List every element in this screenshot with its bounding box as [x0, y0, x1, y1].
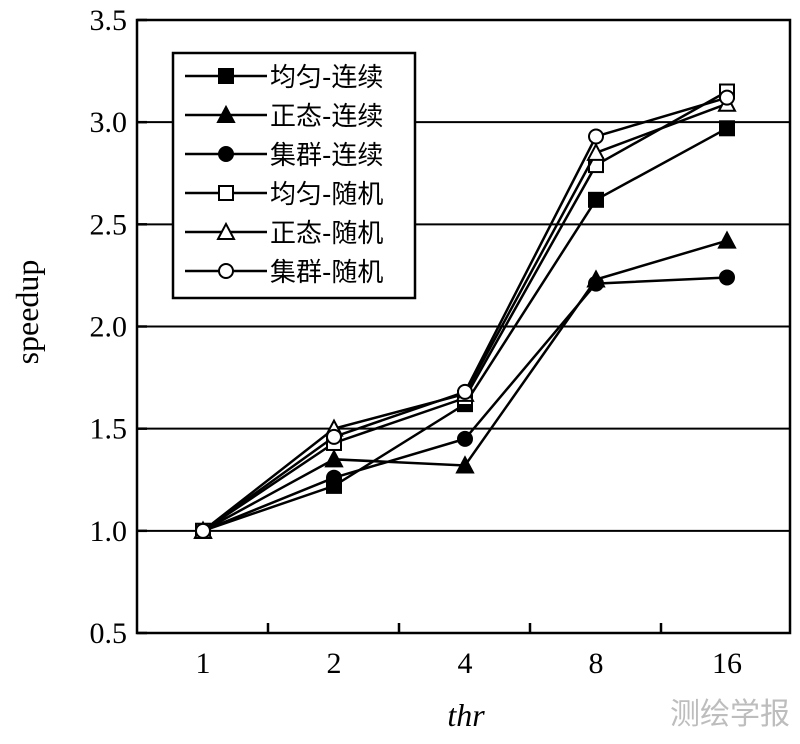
series-6-point-3: [457, 383, 473, 400]
legend-marker-1: [218, 68, 234, 84]
y-axis-ticks: 0.5 1.0 1.5 2.0 2.5 3.0 3.5: [90, 4, 147, 650]
legend-item-6: 集群-随机: [185, 258, 383, 288]
y-tick-label-0: 0.5: [90, 617, 128, 650]
x-tick-label-2: 4: [458, 647, 473, 680]
series-2-point-3: [455, 455, 475, 474]
series-1-point-4: [588, 191, 604, 208]
series-3-point-3: [457, 430, 473, 447]
legend-marker-6: [218, 263, 234, 279]
legend-label-3: 集群-连续: [270, 141, 383, 171]
series-2-point-2: [324, 449, 344, 468]
legend-label-2: 正态-连续: [270, 102, 383, 132]
y-axis-title: speedup: [9, 260, 45, 365]
series-5-point-4: [586, 142, 606, 161]
legend-marker-3: [218, 146, 234, 162]
series-2-point-5: [717, 230, 737, 249]
legend-label-4: 均匀-随机: [270, 180, 383, 210]
legend-item-5: 正态-随机: [185, 219, 383, 249]
journal-watermark: 测绘学报: [670, 697, 790, 732]
series-1-point-5: [719, 120, 735, 137]
x-tick-label-1: 2: [327, 647, 342, 680]
x-axis-ticks: 1 2 4 8 16: [196, 623, 742, 680]
x-tick-label-0: 1: [196, 647, 211, 680]
series-3-point-5: [719, 269, 735, 286]
series-6: [195, 89, 735, 539]
legend-marker-4: [218, 185, 234, 201]
y-tick-label-5: 3.0: [90, 106, 128, 139]
legend-label-5: 正态-随机: [270, 219, 383, 249]
y-tick-label-6: 3.5: [90, 4, 128, 37]
x-axis-title: thr: [447, 697, 485, 733]
legend-marker-5: [216, 221, 236, 240]
series-6-point-5: [719, 89, 735, 106]
series-3-point-4: [588, 275, 604, 292]
series-3-point-2: [326, 469, 342, 486]
legend-label-6: 集群-随机: [270, 258, 383, 288]
series-6-point-1: [195, 522, 211, 539]
legend-item-2: 正态-连续: [185, 102, 383, 132]
legend-marker-2: [216, 104, 236, 123]
series-6-point-4: [588, 128, 604, 145]
series-layer: [193, 83, 737, 539]
legend-item-3: 集群-连续: [185, 141, 383, 171]
legend-item-1: 均匀-连续: [185, 63, 383, 93]
y-tick-label-3: 2.0: [90, 311, 128, 344]
x-tick-label-3: 8: [589, 647, 604, 680]
y-tick-label-1: 1.0: [90, 515, 128, 548]
legend-label-1: 均匀-连续: [270, 63, 383, 93]
y-tick-label-4: 2.5: [90, 208, 128, 241]
legend-item-4: 均匀-随机: [185, 180, 383, 210]
legend-box: [171, 51, 417, 300]
y-tick-label-2: 1.5: [90, 413, 128, 446]
series-6-point-2: [326, 428, 342, 445]
x-tick-label-4: 16: [712, 647, 742, 680]
